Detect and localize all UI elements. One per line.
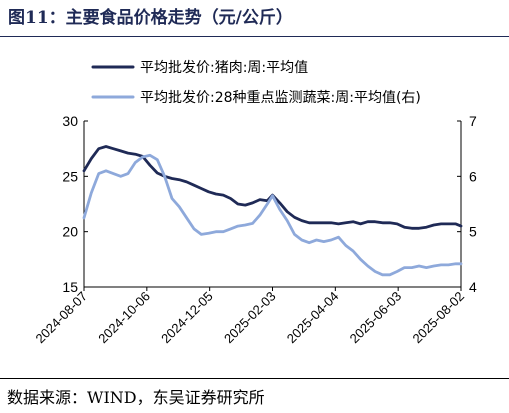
left-tick-label: 15 xyxy=(62,279,78,295)
right-tick-label: 7 xyxy=(469,113,477,129)
right-tick-label: 5 xyxy=(469,224,477,240)
left-tick-label: 30 xyxy=(62,113,78,129)
title-divider xyxy=(0,36,509,37)
x-tick-label: 2025-04-04 xyxy=(284,289,342,347)
series-lines xyxy=(82,145,463,277)
source-note: 数据来源：WIND，东吴证券研究所 xyxy=(7,388,265,407)
x-tick-label: 2024-10-06 xyxy=(95,289,153,347)
left-tick-label: 25 xyxy=(62,168,78,184)
left-tick-label: 20 xyxy=(62,224,78,240)
x-tick-label: 2024-08-07 xyxy=(32,289,90,347)
legend-label-1: 平均批发价:猪肉:周:平均值 xyxy=(140,60,308,76)
x-tick-label: 2024-12-05 xyxy=(158,289,216,347)
x-tick-label: 2025-02-03 xyxy=(221,289,279,347)
right-tick-label: 4 xyxy=(469,279,477,295)
x-tick-label: 2025-06-03 xyxy=(347,289,405,347)
right-tick-label: 6 xyxy=(469,168,477,184)
footer-divider xyxy=(0,378,509,379)
series-line-2 xyxy=(82,153,463,277)
chart-title: 图11：主要食品价格走势（元/公斤） xyxy=(8,8,293,28)
legend-label-2: 平均批发价:28种重点监测蔬菜:周:平均值(右) xyxy=(140,90,421,106)
x-tick-label: 2025-08-02 xyxy=(409,289,467,347)
